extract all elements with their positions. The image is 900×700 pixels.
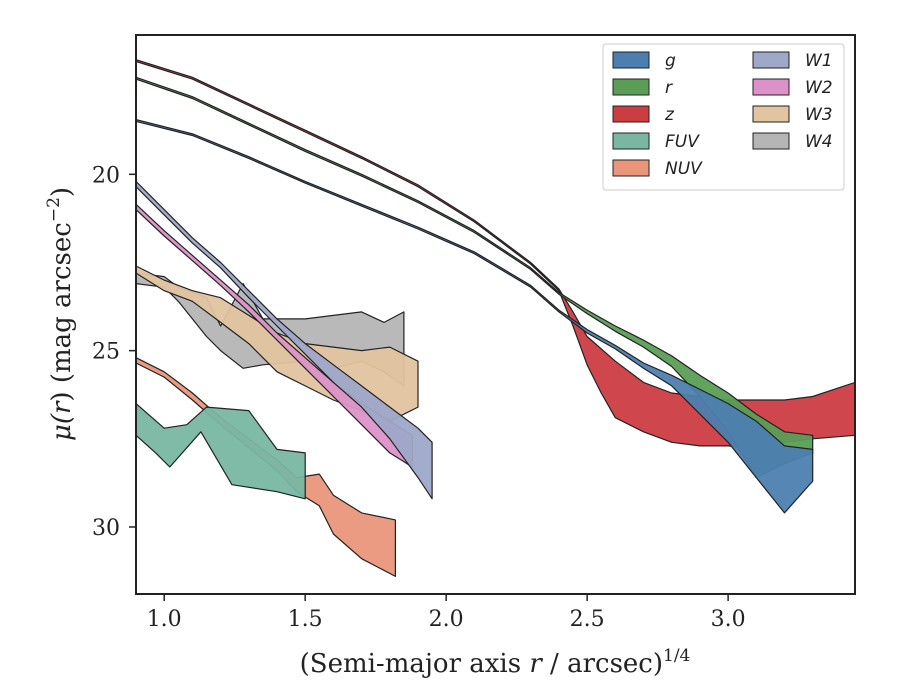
legend-label-w3: W3 (805, 105, 833, 125)
legend-label-w2: W2 (805, 78, 833, 98)
legend-swatch-w3 (752, 105, 790, 123)
band-fuv (136, 403, 306, 500)
legend-label-w1: W1 (805, 51, 833, 71)
y-tick-label: 25 (92, 340, 120, 365)
legend-swatch-z (612, 105, 650, 123)
legend-swatch-w4 (752, 132, 790, 150)
x-tick-label: 1.0 (147, 607, 182, 632)
legend-swatch-nuv (612, 159, 650, 177)
legend-swatch-w1 (752, 51, 790, 69)
legend-swatch-fuv (612, 132, 650, 150)
legend-label-w4: W4 (805, 132, 833, 152)
x-axis-label: (Semi-major axis r / arcsec)1/4 (300, 646, 691, 679)
band-g (136, 118, 814, 514)
y-axis-label: μ(r) (mag arcsec−2) (44, 187, 77, 441)
legend-swatch-g (612, 51, 650, 69)
plot-frame (135, 34, 856, 595)
x-tick-label: 2.0 (429, 607, 464, 632)
x-axis-ticks: 1.0 1.5 2.0 2.5 3.0 (147, 594, 746, 632)
profile-bands (136, 59, 855, 578)
legend-swatch-r (612, 78, 650, 96)
legend-label-fuv: FUV (665, 132, 700, 152)
x-tick-label: 2.5 (570, 607, 605, 632)
band-z (136, 59, 855, 450)
x-tick-label: 1.5 (288, 607, 323, 632)
x-tick-label: 3.0 (711, 607, 746, 632)
y-tick-label: 30 (92, 516, 120, 541)
legend-label-g: g (665, 51, 676, 71)
legend-label-z: z (664, 105, 675, 125)
legend-label-r: r (665, 78, 673, 98)
legend: grz FUV NUV W1 W2 W3 W4 (602, 43, 845, 191)
band-w1 (136, 180, 433, 500)
y-tick-label: 20 (92, 163, 120, 188)
legend-label-nuv: NUV (665, 159, 703, 179)
legend-swatch-w2 (752, 78, 790, 96)
y-axis-ticks: 20 25 30 (92, 163, 136, 541)
